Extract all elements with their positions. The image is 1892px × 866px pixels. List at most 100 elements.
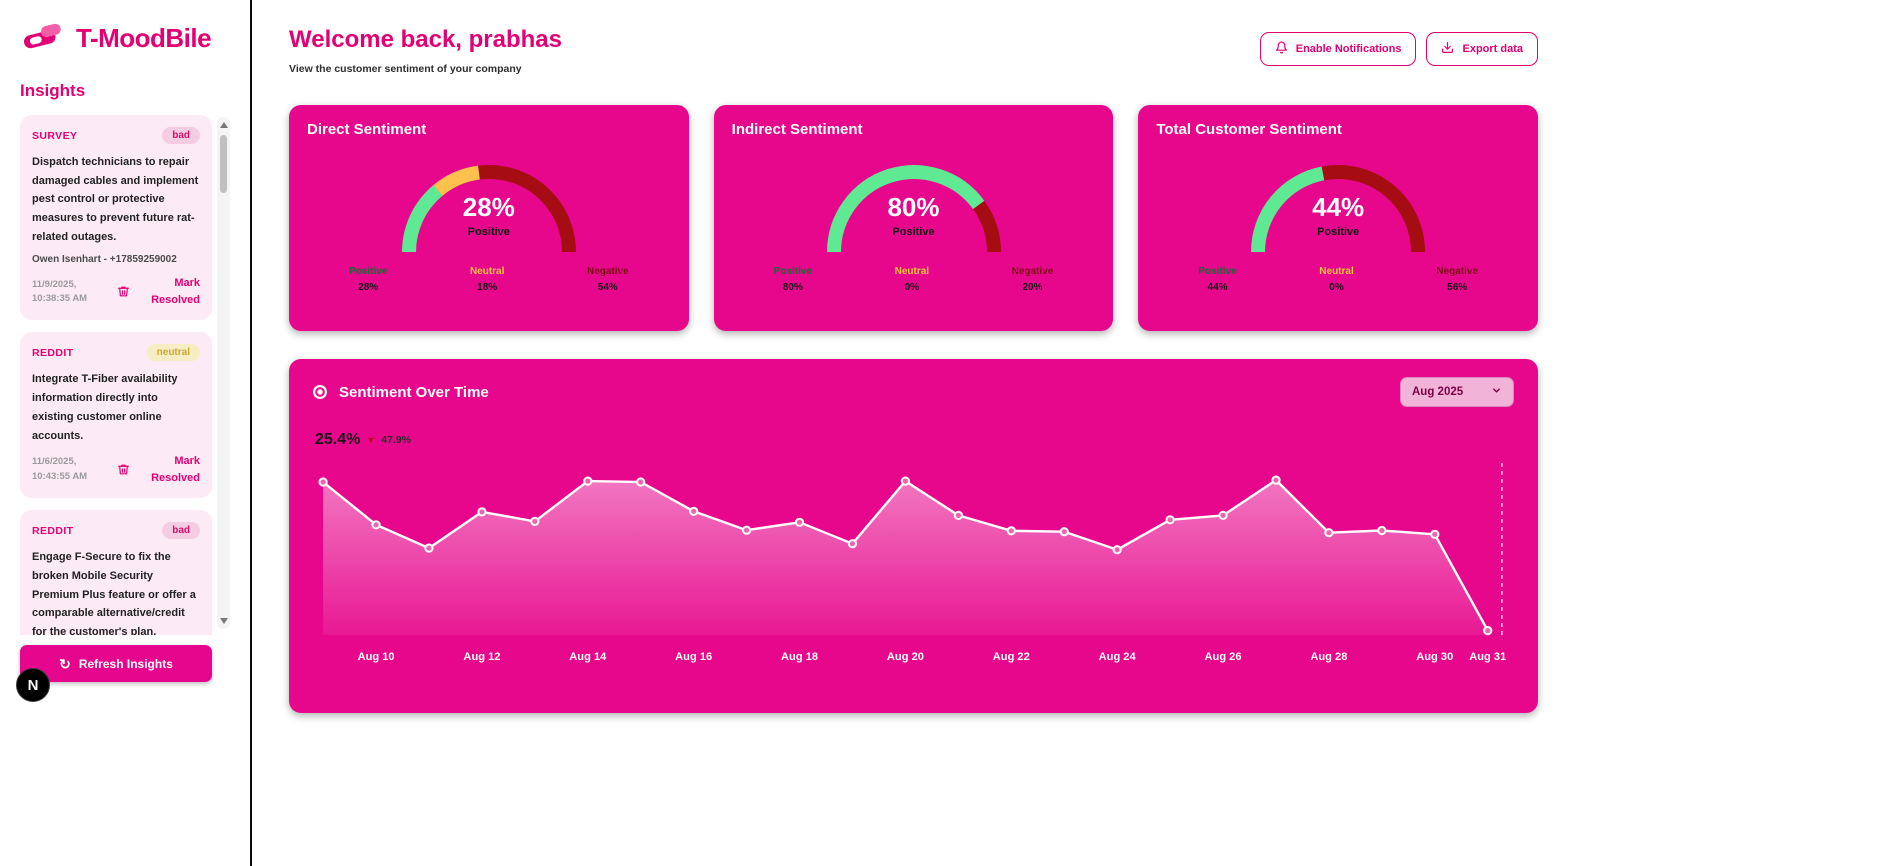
insight-badge: bad [162,127,200,144]
svg-text:Aug 18: Aug 18 [781,651,818,663]
neutral-stat-label: Neutral [894,266,930,277]
gauge-title: Direct Sentiment [307,121,427,138]
trend-line-chart: Aug 10 Aug 12 Aug 14 Aug 16 Aug 18 Aug 20 Aug … [318,463,1506,663]
svg-text:Aug 10: Aug 10 [358,651,395,663]
neutral-stat-value: 0% [904,282,920,293]
insight-timestamp: 11/6/2025, 10:43:55 AM [32,456,88,482]
insight-source: REDDIT [32,346,74,359]
nextjs-dev-badge[interactable]: N [16,668,50,702]
insight-list: SURVEY bad Dispatch technicians to repai… [20,115,230,635]
insight-badge: neutral [146,344,200,362]
page-header: Welcome back, prabhas View the customer … [289,26,1538,75]
down-triangle-icon: ▼ [366,434,376,445]
insight-text: Integrate T-Fiber availability informati… [32,373,178,442]
scroll-up-arrow-icon[interactable] [219,122,228,128]
sentiment-over-time-card: Sentiment Over Time Aug 2025 25.4% ▼ 47.… [289,359,1538,713]
svg-text:Aug 16: Aug 16 [675,651,712,663]
chart-change-value: 47.9% [381,434,412,446]
insight-source: SURVEY [32,129,78,142]
refresh-insights-label: Refresh Insights [78,656,173,671]
insight-card: REDDIT bad Engage F-Secure to fix the br… [20,510,212,635]
insights-heading: Insights [20,81,86,100]
insight-card: SURVEY bad Dispatch technicians to repai… [20,115,212,321]
chart-current-value: 25.4% [315,431,361,448]
refresh-icon: ↻ [59,655,71,672]
enable-notifications-button[interactable]: Enable Notifications [1259,32,1417,66]
positive-stat-value: 80% [782,282,803,293]
scroll-down-arrow-icon[interactable] [219,618,228,624]
positive-stat-label: Positive [349,266,388,277]
refresh-insights-button[interactable]: ↻ Refresh Insights [20,645,212,682]
chart-title: Sentiment Over Time [339,383,489,401]
gauge-cards-row: Direct Sentiment 28% Positive Positive 28… [289,105,1539,331]
page-subtitle: View the customer sentiment of your comp… [289,63,522,75]
insight-author: Owen Isenhart - +17859259002 [32,254,177,266]
gauge-card-total: Total Customer Sentiment 44% Positive Po… [1138,105,1539,331]
gauge-arc [826,165,1001,253]
insight-source: REDDIT [32,524,74,537]
svg-text:Aug 31: Aug 31 [1469,651,1506,663]
bell-icon [1275,41,1288,57]
svg-text:Aug 26: Aug 26 [1205,651,1242,663]
gauge-value: 28% [462,192,515,222]
svg-text:Aug 22: Aug 22 [993,651,1030,663]
positive-stat-label: Positive [1198,266,1237,277]
enable-notifications-label: Enable Notifications [1295,43,1402,55]
insights-scrollbar[interactable] [217,117,230,629]
export-data-label: Export data [1462,43,1523,55]
svg-text:Aug 12: Aug 12 [463,651,500,663]
page-title: Welcome back, prabhas [289,26,562,53]
trash-icon[interactable] [117,285,130,298]
gauge-value: 80% [887,192,940,222]
gauge-card-direct: Direct Sentiment 28% Positive Positive 28… [289,105,689,331]
sidebar: T-MoodBile Insights SURVEY bad Dispatch … [0,0,252,866]
chart-bullet-icon [313,385,327,399]
chevron-down-icon [1491,385,1502,399]
positive-stat-value: 44% [1207,282,1228,293]
month-dropdown[interactable]: Aug 2025 [1400,377,1514,407]
mark-resolved-link[interactable]: Mark Resolved [151,455,200,484]
svg-text:Aug 28: Aug 28 [1310,651,1347,663]
negative-stat-value: 54% [597,282,618,293]
neutral-stat-label: Neutral [469,266,505,277]
positive-stat-label: Positive [773,266,813,277]
negative-stat-label: Negative [586,266,629,277]
scrollbar-thumb[interactable] [220,135,227,193]
insight-timestamp: 11/9/2025, 10:38:35 AM [32,278,88,304]
month-dropdown-value: Aug 2025 [1412,386,1464,398]
gauge-value-label: Positive [892,226,935,238]
brand-logo-icon [20,22,66,55]
gauge-title: Total Customer Sentiment [1156,121,1342,138]
gauge-title: Indirect Sentiment [731,121,863,138]
insight-text: Engage F-Secure to fix the broken Mobile… [32,551,196,635]
gauge-value-label: Positive [1317,226,1360,238]
positive-stat-value: 28% [358,282,379,293]
gauge-arc [1251,164,1426,253]
neutral-stat-label: Neutral [1319,266,1354,277]
brand: T-MoodBile [20,22,230,55]
svg-text:Aug 30: Aug 30 [1416,651,1453,663]
neutral-stat-value: 0% [1329,282,1344,293]
gauge-value-label: Positive [467,226,510,238]
gauge-value: 44% [1312,192,1365,222]
main-content: Welcome back, prabhas View the customer … [252,0,1892,866]
insight-badge: bad [162,522,200,540]
trash-icon[interactable] [117,463,130,476]
mark-resolved-link[interactable]: Mark Resolved [151,277,200,306]
app-title: T-MoodBile [76,23,212,53]
insight-card: REDDIT neutral Integrate T-Fiber availab… [20,332,212,499]
export-icon [1441,41,1454,57]
negative-stat-value: 56% [1447,282,1468,293]
svg-text:Aug 20: Aug 20 [887,651,924,663]
negative-stat-value: 20% [1022,282,1043,293]
insight-text: Dispatch technicians to repair damaged c… [32,156,199,243]
svg-text:Aug 24: Aug 24 [1099,651,1137,663]
export-data-button[interactable]: Export data [1426,32,1538,66]
neutral-stat-value: 18% [477,282,498,293]
negative-stat-label: Negative [1011,266,1054,277]
negative-stat-label: Negative [1436,266,1478,277]
gauge-arc [401,165,576,253]
svg-text:Aug 14: Aug 14 [569,651,607,663]
gauge-card-indirect: Indirect Sentiment 80% Positive Positive… [713,105,1114,331]
